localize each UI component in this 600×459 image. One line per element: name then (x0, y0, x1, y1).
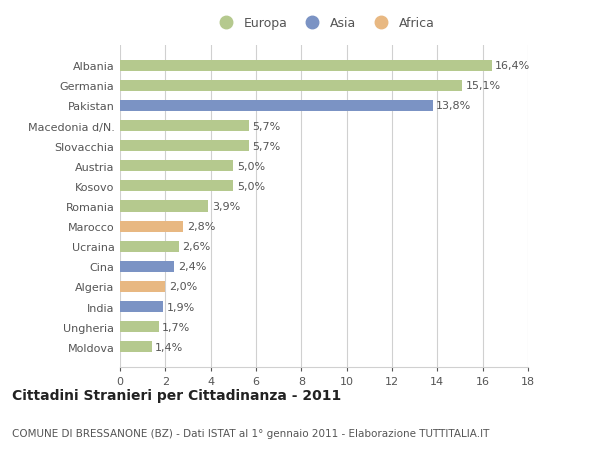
Text: 1,7%: 1,7% (162, 322, 190, 332)
Text: 2,4%: 2,4% (178, 262, 206, 272)
Legend: Europa, Asia, Africa: Europa, Asia, Africa (210, 14, 438, 34)
Text: 2,0%: 2,0% (169, 282, 197, 292)
Bar (120, 281, 166, 292)
Bar (120, 201, 208, 212)
Bar (120, 261, 175, 272)
Text: 5,0%: 5,0% (237, 181, 265, 191)
Text: COMUNE DI BRESSANONE (BZ) - Dati ISTAT al 1° gennaio 2011 - Elaborazione TUTTITA: COMUNE DI BRESSANONE (BZ) - Dati ISTAT a… (12, 428, 490, 438)
Text: 16,4%: 16,4% (495, 61, 530, 71)
Text: 15,1%: 15,1% (466, 81, 501, 91)
Text: 2,8%: 2,8% (187, 222, 215, 232)
Text: 3,9%: 3,9% (212, 202, 240, 212)
Bar (120, 321, 158, 332)
Bar (120, 181, 233, 192)
Text: 1,9%: 1,9% (166, 302, 195, 312)
Bar (120, 241, 179, 252)
Text: 2,6%: 2,6% (182, 242, 211, 252)
Bar (120, 61, 492, 72)
Bar (120, 101, 433, 112)
Bar (120, 341, 152, 353)
Text: 5,0%: 5,0% (237, 162, 265, 171)
Bar (120, 121, 249, 132)
Bar (120, 161, 233, 172)
Text: 5,7%: 5,7% (253, 141, 281, 151)
Bar (120, 302, 163, 313)
Text: 5,7%: 5,7% (253, 121, 281, 131)
Bar (120, 141, 249, 152)
Bar (120, 81, 462, 92)
Text: Cittadini Stranieri per Cittadinanza - 2011: Cittadini Stranieri per Cittadinanza - 2… (12, 388, 341, 403)
Text: 13,8%: 13,8% (436, 101, 472, 111)
Bar (120, 221, 184, 232)
Text: 1,4%: 1,4% (155, 342, 184, 352)
